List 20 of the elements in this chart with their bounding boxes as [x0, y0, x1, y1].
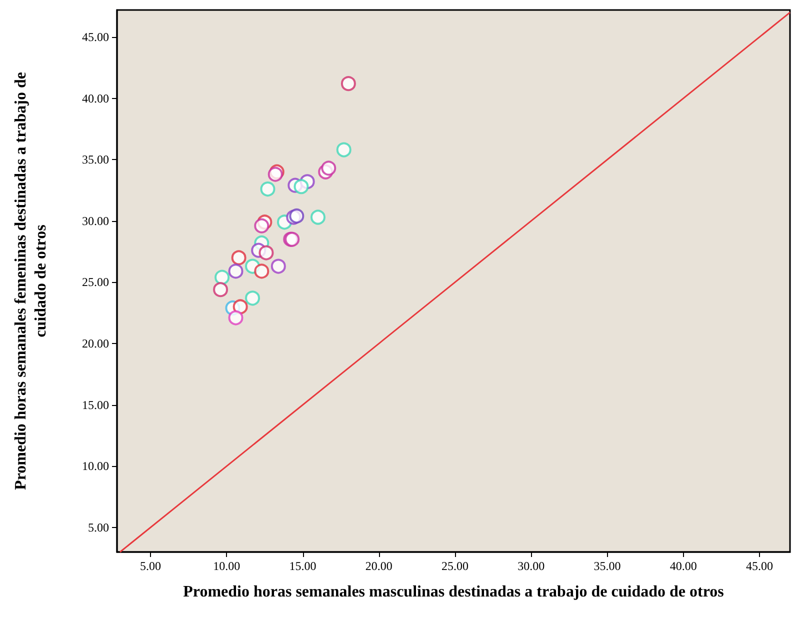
x-tick-label: 40.00 — [670, 559, 697, 573]
y-tick-label: 15.00 — [82, 398, 109, 412]
x-tick-label: 25.00 — [442, 559, 469, 573]
x-tick-label: 5.00 — [140, 559, 161, 573]
x-tick-label: 35.00 — [594, 559, 621, 573]
y-tick-label: 5.00 — [88, 520, 109, 534]
y-tick-label: 25.00 — [82, 275, 109, 290]
y-tick-label: 30.00 — [82, 214, 109, 228]
y-axis-title: Promedio horas semanales femeninas destinadas a trabajo de cuidado de otros — [12, 72, 50, 490]
x-tick-label: 45.00 — [746, 559, 774, 573]
y-tick-label: 20.00 — [82, 336, 109, 351]
y-tick-label: 40.00 — [82, 91, 109, 106]
x-tick-label: 30.00 — [518, 559, 545, 573]
x-tick-label: 10.00 — [213, 559, 240, 573]
y-tick-label: 45.00 — [82, 30, 109, 44]
x-tick-label: 15.00 — [289, 559, 316, 573]
x-axis-title: Promedio horas semanales masculinas destinadas a trabajo de cuidado de otros — [183, 584, 724, 600]
y-tick-label: 10.00 — [82, 459, 109, 474]
y-tick-label: 35.00 — [82, 152, 109, 167]
x-tick-label: 20.00 — [365, 559, 392, 573]
